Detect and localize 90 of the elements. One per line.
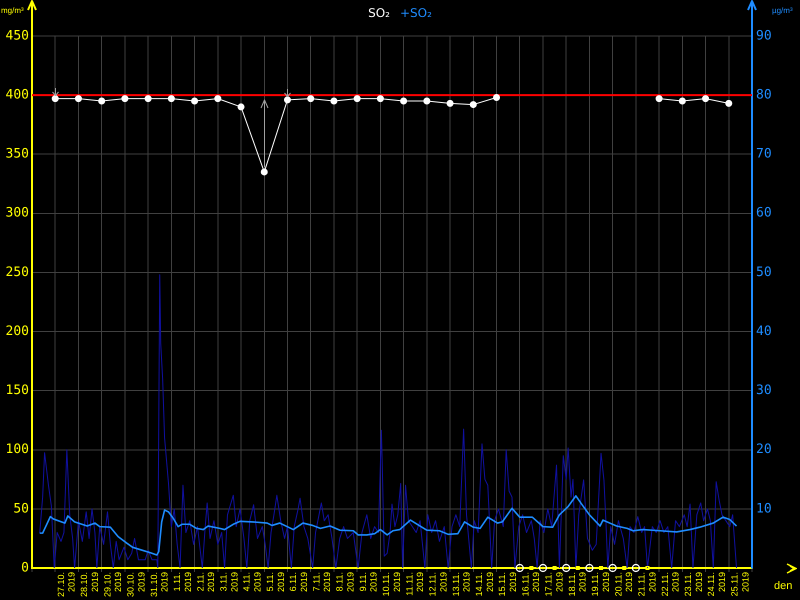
y2-tick-label: 90 (756, 28, 772, 44)
point (599, 566, 604, 570)
y2-tick-label: 60 (756, 206, 772, 221)
point (144, 95, 152, 102)
x-tick-label: 17.11. 2019 (544, 572, 564, 596)
x-tick-label: 20.11. 2019 (613, 572, 634, 596)
y2-tick-label: 50 (756, 264, 772, 280)
point (260, 168, 268, 176)
y-tick-label: 0 (21, 560, 29, 576)
point (168, 95, 175, 102)
y-tick-label: 300 (6, 206, 29, 221)
point (330, 98, 338, 105)
x-tick-label: 18.11. 2019 (566, 572, 588, 596)
point (98, 98, 106, 105)
point (725, 100, 732, 107)
x-tick-label: 16.11. 2019 (520, 572, 542, 596)
point (632, 564, 640, 572)
point (423, 98, 430, 105)
x-axis-title: den (774, 580, 792, 593)
y2-tick-label: 20 (756, 442, 772, 458)
text: SO₂ (368, 6, 390, 20)
x-tick-label: 5.11. 2019 (264, 572, 286, 592)
x-tick-label: 30.10. 2019 (126, 572, 146, 598)
point (538, 564, 548, 572)
y-tick-label: 150 (6, 383, 29, 398)
point (238, 103, 245, 110)
x-tick-label: 15.11. 2019 (497, 572, 518, 596)
x-tick-label: 9.11. 2019 (358, 572, 379, 592)
y-tick-label: 450 (6, 28, 29, 44)
y2-tick-label: 70 (756, 146, 772, 162)
y-tick-label: 350 (6, 146, 29, 162)
point (74, 95, 82, 102)
point (493, 94, 500, 101)
x-tick-label: 1.11. 2019 (172, 572, 193, 592)
x-tick-label: 24.11. 2019 (706, 572, 728, 596)
x-tick-label: 12.11. 2019 (428, 572, 448, 596)
point (656, 95, 663, 102)
y-tick-label: 250 (6, 264, 29, 280)
x-tick-label: 21.11. 2019 (636, 572, 658, 596)
x-tick-label: 29.10. 2019 (102, 572, 124, 598)
point (562, 564, 570, 572)
x-tick-label: 31.10. 2019 (148, 572, 170, 598)
point (585, 564, 594, 572)
y-tick-label: 200 (6, 324, 29, 339)
x-tick-label: 28.10. 2019 (79, 572, 100, 598)
point (529, 566, 534, 570)
x-tick-label: 8.11. 2019 (334, 572, 356, 592)
x-tick-label: 2.11. 2019 (195, 572, 216, 592)
point (284, 96, 291, 104)
point (307, 95, 314, 102)
point (608, 564, 617, 572)
point (446, 100, 454, 107)
y2-tick-label: 10 (756, 501, 772, 516)
point (52, 95, 59, 102)
x-tick-label: 14.11. 2019 (474, 572, 495, 596)
point (191, 98, 198, 105)
point (470, 101, 477, 108)
point (622, 566, 626, 570)
y2-tick-label: 30 (756, 383, 772, 398)
point (400, 98, 408, 105)
x-tick-label: 11.11. 2019 (404, 572, 426, 596)
point (678, 98, 686, 105)
point (645, 566, 650, 570)
point (376, 95, 384, 102)
x-tick-label: 23.11. 2019 (683, 572, 704, 596)
y-axis-title: mg/m³ (1, 6, 24, 16)
x-tick-label: 27.10. 2019 (56, 572, 77, 598)
point (214, 95, 222, 102)
y-tick-label: 100 (6, 442, 29, 458)
x-tick-label: 19.11. 2019 (590, 572, 611, 596)
x-tick-label: 10.11. 2019 (381, 572, 402, 596)
point (552, 566, 557, 570)
x-tick-label: 6.11. 2019 (288, 572, 309, 592)
x-tick-label: 25.11. 2019 (729, 572, 750, 596)
x-tick-label: 7.11. 2019 (311, 572, 332, 592)
point (354, 95, 361, 102)
y-tick-label: 50 (13, 501, 29, 516)
x-tick-label: 13.11. 2019 (450, 572, 472, 596)
y-tick-label: 400 (6, 87, 29, 102)
point (702, 95, 710, 102)
x-tick-label: 4.11. 2019 (242, 572, 263, 592)
point (121, 95, 128, 102)
point (576, 566, 580, 570)
y2-tick-label: 80 (756, 87, 772, 102)
x-tick-label: 22.11. 2019 (660, 572, 681, 596)
y2-axis-title: µg/m³ (772, 6, 793, 16)
y2-tick-label: 40 (756, 324, 772, 339)
point (516, 564, 524, 572)
x-tick-label: 3.11. 2019 (218, 572, 240, 592)
text: +SO₂ (400, 6, 432, 20)
